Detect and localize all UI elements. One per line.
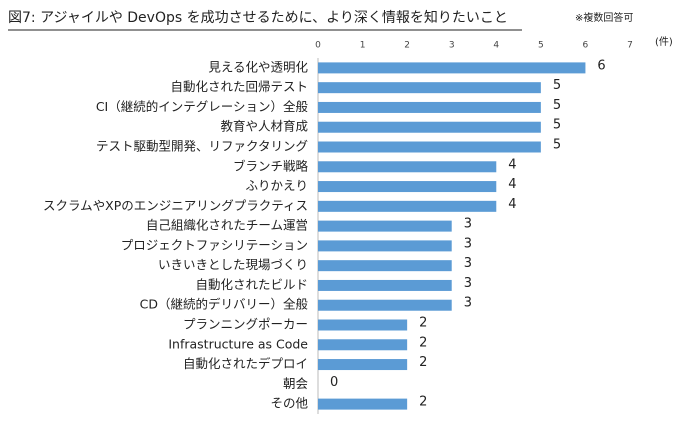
unit-label: (件) <box>655 36 673 48</box>
bar <box>318 299 452 311</box>
value-label: 2 <box>419 316 427 331</box>
y-tick-label: CD（継続的デリバリー）全般 <box>140 297 309 312</box>
bar <box>318 101 541 113</box>
bar <box>318 240 452 252</box>
x-tick-label: 4 <box>493 41 499 51</box>
value-label: 2 <box>419 395 427 410</box>
y-tick-label: プロジェクトファシリテーション <box>121 237 308 252</box>
x-tick-label: 1 <box>360 41 366 51</box>
value-label: 2 <box>419 355 427 370</box>
bar <box>318 359 408 371</box>
value-label: 4 <box>508 197 516 212</box>
y-tick-label: 自動化されたビルド <box>195 277 308 292</box>
y-tick-label: ブランチ戦略 <box>233 158 309 173</box>
chart-title: 図7: アジャイルや DevOps を成功させるために、より深く情報を知りたいこ… <box>8 9 508 26</box>
bar <box>318 141 541 153</box>
x-tick-label: 0 <box>315 41 321 51</box>
y-tick-label: CI（継続的インテグレーション）全般 <box>96 99 309 114</box>
bar <box>318 220 452 232</box>
bar <box>318 82 541 94</box>
bar <box>318 279 452 291</box>
value-label: 2 <box>419 335 427 350</box>
value-label: 4 <box>508 157 516 172</box>
bar <box>318 319 408 331</box>
y-tick-label: ふりかえり <box>245 178 308 193</box>
y-tick-label: スクラムやXPのエンジニアリングプラクティス <box>43 198 308 213</box>
bar <box>318 200 497 212</box>
note: ※複数回答可 <box>575 11 633 24</box>
bar <box>318 181 497 193</box>
bar <box>318 398 408 410</box>
y-tick-label: その他 <box>270 396 308 411</box>
y-tick-label: 教育や人材育成 <box>220 119 308 134</box>
bar <box>318 121 541 133</box>
bar <box>318 161 497 173</box>
value-label: 0 <box>330 375 338 390</box>
y-tick-label: 自動化された回帰テスト <box>170 79 308 94</box>
bar <box>318 62 586 74</box>
bar <box>318 260 452 272</box>
value-label: 5 <box>553 78 561 93</box>
value-label: 4 <box>508 177 516 192</box>
y-tick-label: いきいきとした現場づくり <box>158 257 308 272</box>
value-label: 3 <box>464 296 472 311</box>
x-tick-label: 3 <box>449 41 455 51</box>
y-tick-label: Infrastructure as Code <box>168 336 308 351</box>
y-tick-label: 自己組織化されたチーム運営 <box>146 218 308 233</box>
y-tick-label: プランニングポーカー <box>183 317 308 332</box>
y-tick-label: 見える化や透明化 <box>208 59 308 74</box>
y-tick-label: 朝会 <box>283 376 309 391</box>
bar <box>318 339 408 351</box>
x-tick-label: 2 <box>404 41 410 51</box>
x-tick-label: 5 <box>538 41 544 51</box>
value-label: 3 <box>464 256 472 271</box>
value-label: 5 <box>553 98 561 113</box>
y-tick-label: テスト駆動型開発、リファクタリング <box>96 139 308 154</box>
value-label: 3 <box>464 276 472 291</box>
value-label: 5 <box>553 138 561 153</box>
x-tick-label: 6 <box>583 41 589 51</box>
value-label: 3 <box>464 236 472 251</box>
value-label: 3 <box>464 217 472 232</box>
y-tick-label: 自動化されたデプロイ <box>183 356 308 371</box>
x-tick-label: 7 <box>627 41 633 51</box>
value-label: 6 <box>597 58 605 73</box>
value-label: 5 <box>553 118 561 133</box>
